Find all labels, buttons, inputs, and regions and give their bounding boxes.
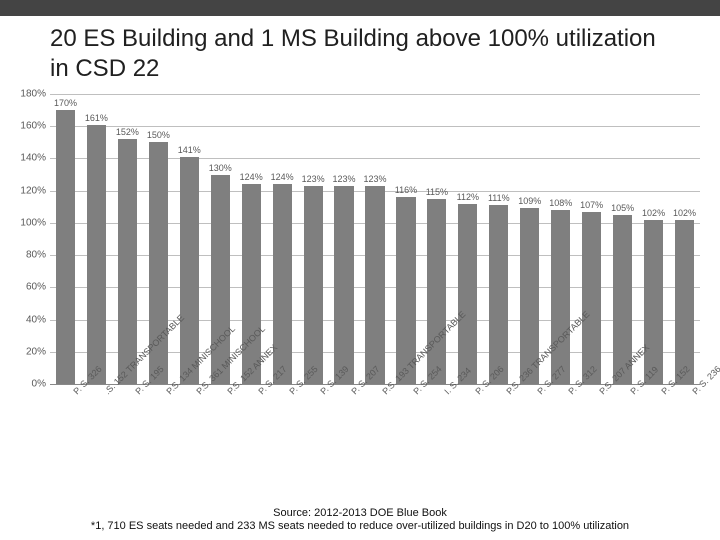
- bar-value-label: 108%: [549, 198, 572, 208]
- bar-value-label: 116%: [395, 185, 417, 195]
- header-bar: [0, 0, 720, 16]
- footer-source: Source: 2012-2013 DOE Blue Book: [273, 507, 447, 519]
- bar: 108%: [551, 210, 570, 384]
- bar: 124%: [273, 184, 292, 384]
- page-title: 20 ES Building and 1 MS Building above 1…: [0, 16, 720, 88]
- y-axis-tick: 0%: [10, 379, 46, 390]
- y-axis-tick: 80%: [10, 250, 46, 261]
- y-axis-tick: 100%: [10, 217, 46, 228]
- bar-value-label: 111%: [488, 193, 510, 203]
- bar-value-label: 107%: [580, 200, 603, 210]
- grid-line: [50, 126, 700, 127]
- bar: 161%: [87, 125, 106, 384]
- bar-value-label: 161%: [85, 113, 108, 123]
- bar-value-label: 141%: [178, 145, 201, 155]
- bar: 123%: [304, 186, 323, 384]
- y-axis-tick: 60%: [10, 282, 46, 293]
- bar-value-label: 130%: [209, 163, 232, 173]
- bar: 123%: [365, 186, 384, 384]
- bar-value-label: 150%: [147, 130, 170, 140]
- bar: 123%: [334, 186, 353, 384]
- grid-line: [50, 158, 700, 159]
- y-axis-tick: 140%: [10, 153, 46, 164]
- grid-line: [50, 94, 700, 95]
- bar: 152%: [118, 139, 137, 384]
- y-axis-tick: 160%: [10, 121, 46, 132]
- y-axis-tick: 180%: [10, 89, 46, 100]
- bar-value-label: 152%: [116, 127, 139, 137]
- bar: 112%: [458, 204, 477, 384]
- footer-note: *1, 710 ES seats needed and 233 MS seats…: [91, 520, 629, 532]
- bar-value-label: 102%: [673, 208, 696, 218]
- bar-value-label: 124%: [271, 172, 294, 182]
- bar: 141%: [180, 157, 199, 384]
- bar-value-label: 123%: [302, 174, 325, 184]
- y-axis-tick: 120%: [10, 185, 46, 196]
- bar: 111%: [489, 205, 508, 384]
- bar-value-label: 170%: [54, 98, 77, 108]
- bar: 115%: [427, 199, 446, 384]
- bar-value-label: 123%: [333, 174, 356, 184]
- bar-value-label: 123%: [363, 174, 386, 184]
- bar: 102%: [644, 220, 663, 384]
- y-axis-tick: 40%: [10, 314, 46, 325]
- bar: 124%: [242, 184, 261, 384]
- chart-footer: Source: 2012-2013 DOE Blue Book *1, 710 …: [0, 507, 720, 535]
- bar-value-label: 102%: [642, 208, 665, 218]
- bar: 107%: [582, 212, 601, 384]
- bar: 170%: [56, 110, 75, 384]
- bar: 102%: [675, 220, 694, 384]
- bar-value-label: 115%: [426, 187, 448, 197]
- bar-value-label: 109%: [518, 196, 541, 206]
- utilization-bar-chart: 170% 161% 152% 150% 141% 130% 124% 124% 123% 123%…: [10, 88, 710, 458]
- bar-value-label: 124%: [240, 172, 263, 182]
- bar-value-label: 105%: [611, 203, 634, 213]
- y-axis-tick: 20%: [10, 346, 46, 357]
- bar-value-label: 112%: [457, 192, 479, 202]
